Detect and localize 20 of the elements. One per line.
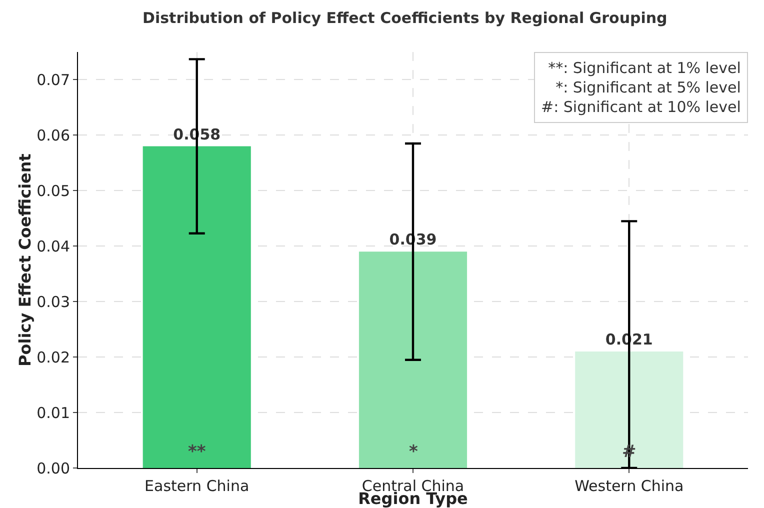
y-tick-label: 0.05 (36, 182, 70, 200)
annotation: *: Significant at 5% level (556, 78, 741, 96)
annotation: ** (188, 442, 206, 462)
annotation: **: Significant at 1% level (548, 59, 741, 77)
x-tick-label: Eastern China (144, 477, 250, 495)
bar (358, 252, 468, 468)
annotation: * (409, 442, 418, 462)
y-tick-label: 0.02 (36, 348, 70, 366)
y-tick-label: 0.07 (36, 70, 70, 89)
bar (142, 146, 251, 468)
annotation: #: Significant at 10% level (541, 98, 741, 116)
y-tick-label: 0.04 (36, 237, 70, 256)
y-tick-label: 0.01 (36, 404, 70, 422)
y-axis-title: Policy Effect Coefficient (16, 153, 35, 366)
chart-title: Distribution of Policy Effect Coefficients by Regional Grouping (142, 9, 668, 28)
y-tick-label: 0.00 (36, 459, 70, 478)
y-tick-label: 0.06 (36, 126, 70, 144)
bar (575, 352, 684, 468)
y-tick-label: 0.03 (36, 292, 70, 311)
x-tick-label: Western China (574, 477, 684, 495)
